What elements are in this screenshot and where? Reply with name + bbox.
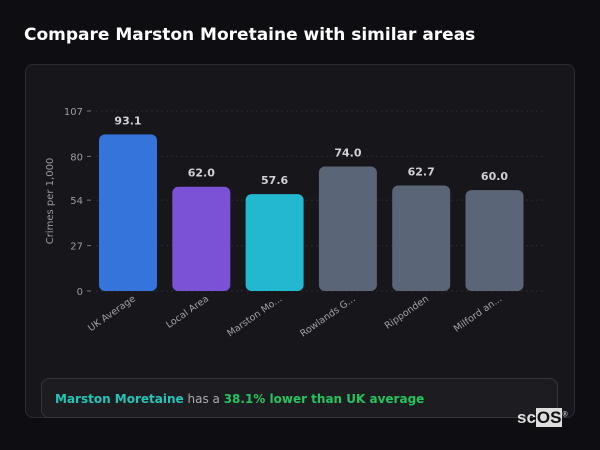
- bar: [172, 186, 231, 291]
- y-axis-label: Crimes per 1,000: [45, 158, 56, 245]
- y-tick-label: 80: [70, 152, 83, 163]
- comparison-summary: Marston Moretaine has a 38.1% lower than…: [41, 378, 558, 418]
- bar-value-label: 60.0: [481, 170, 508, 183]
- bar: [465, 190, 524, 291]
- x-tick-label: Local Area: [164, 293, 211, 330]
- bar: [99, 134, 157, 291]
- bar: [392, 185, 451, 291]
- page-title: Compare Marston Moretaine with similar a…: [24, 25, 476, 45]
- x-tick-label: Ripponden: [383, 293, 431, 331]
- scos-logo: scOS®: [517, 408, 568, 427]
- y-tick-label: 107: [64, 107, 83, 118]
- bar-value-label: 62.7: [408, 166, 435, 179]
- y-tick-label: 27: [70, 242, 83, 253]
- y-tick-label: 54: [70, 196, 83, 207]
- x-tick-label: Marston Mo...: [225, 293, 284, 339]
- summary-area: Marston Moretaine: [55, 392, 184, 406]
- x-tick-label: Rowlands G...: [298, 293, 357, 339]
- bar-value-label: 93.1: [114, 114, 141, 127]
- y-tick-label: 0: [77, 287, 83, 298]
- bar: [245, 194, 304, 291]
- x-tick-label: Milford an...: [452, 293, 504, 334]
- bar-value-label: 57.6: [261, 174, 288, 187]
- bar: [318, 166, 377, 291]
- bar-value-label: 74.0: [334, 147, 361, 160]
- summary-difference: 38.1% lower than UK average: [223, 392, 425, 406]
- x-tick-label: UK Average: [86, 293, 138, 334]
- summary-text: has a: [183, 392, 224, 406]
- bar-value-label: 62.0: [188, 167, 215, 180]
